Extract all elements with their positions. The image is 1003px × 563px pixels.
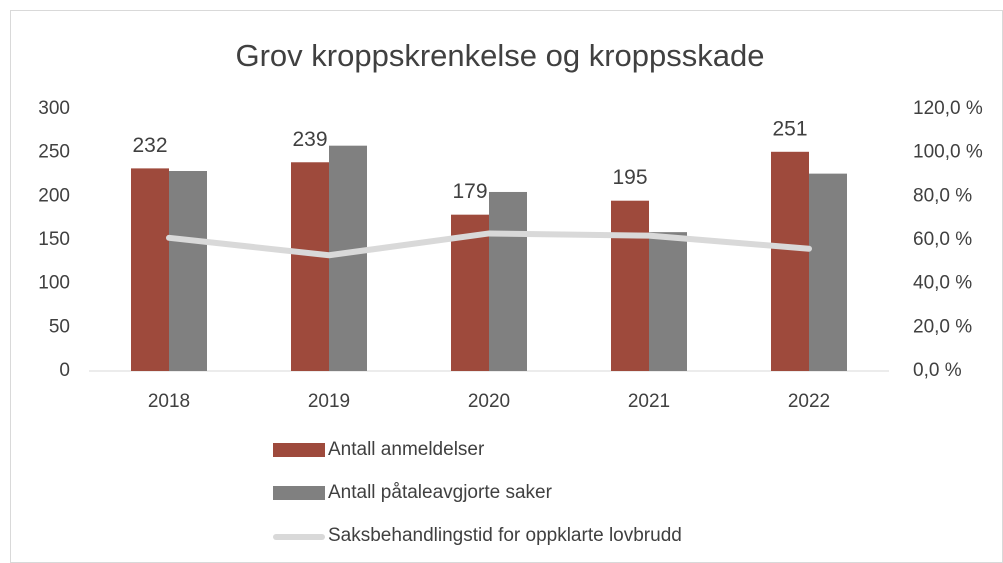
y2-tick-label: 0,0 % — [913, 360, 962, 381]
x-tick-label: 2019 — [308, 391, 350, 412]
y-tick-label: 50 — [49, 316, 70, 337]
legend-swatch — [273, 486, 325, 500]
bar — [489, 191, 527, 371]
bar — [809, 173, 847, 371]
bar — [771, 151, 809, 371]
bar — [649, 232, 687, 371]
bar — [291, 162, 329, 371]
legend-label: Saksbehandlingstid for oppklarte lovbrud… — [328, 525, 682, 546]
bar — [611, 200, 649, 371]
y2-tick-label: 20,0 % — [913, 316, 972, 337]
y-tick-label: 150 — [38, 229, 70, 250]
legend-swatch — [273, 443, 325, 457]
y-tick-label: 0 — [59, 360, 70, 381]
bar — [169, 171, 207, 371]
x-tick-label: 2020 — [468, 391, 510, 412]
x-tick-label: 2021 — [628, 391, 670, 412]
data-label: 239 — [292, 128, 327, 151]
y2-tick-label: 80,0 % — [913, 185, 972, 206]
y2-tick-label: 40,0 % — [913, 273, 972, 294]
y-tick-label: 100 — [38, 273, 70, 294]
y-tick-label: 250 — [38, 142, 70, 163]
legend-label: Antall anmeldelser — [328, 439, 485, 460]
bar — [131, 168, 169, 371]
data-label: 251 — [772, 117, 807, 140]
data-label: 179 — [452, 180, 487, 203]
y2-tick-label: 120,0 % — [913, 98, 983, 119]
x-tick-label: 2018 — [148, 391, 190, 412]
line-series — [166, 230, 812, 259]
data-label: 232 — [132, 134, 167, 157]
x-tick-label: 2022 — [788, 391, 830, 412]
y-tick-label: 200 — [38, 185, 70, 206]
y2-tick-label: 60,0 % — [913, 229, 972, 250]
legend-label: Antall påtaleavgjorte saker — [328, 482, 553, 503]
chart-title: Grov kroppskrenkelse og kroppsskade — [236, 38, 765, 73]
y2-tick-label: 100,0 % — [913, 142, 983, 163]
bar — [329, 145, 367, 371]
y-tick-label: 300 — [38, 98, 70, 119]
data-label: 195 — [612, 166, 647, 189]
